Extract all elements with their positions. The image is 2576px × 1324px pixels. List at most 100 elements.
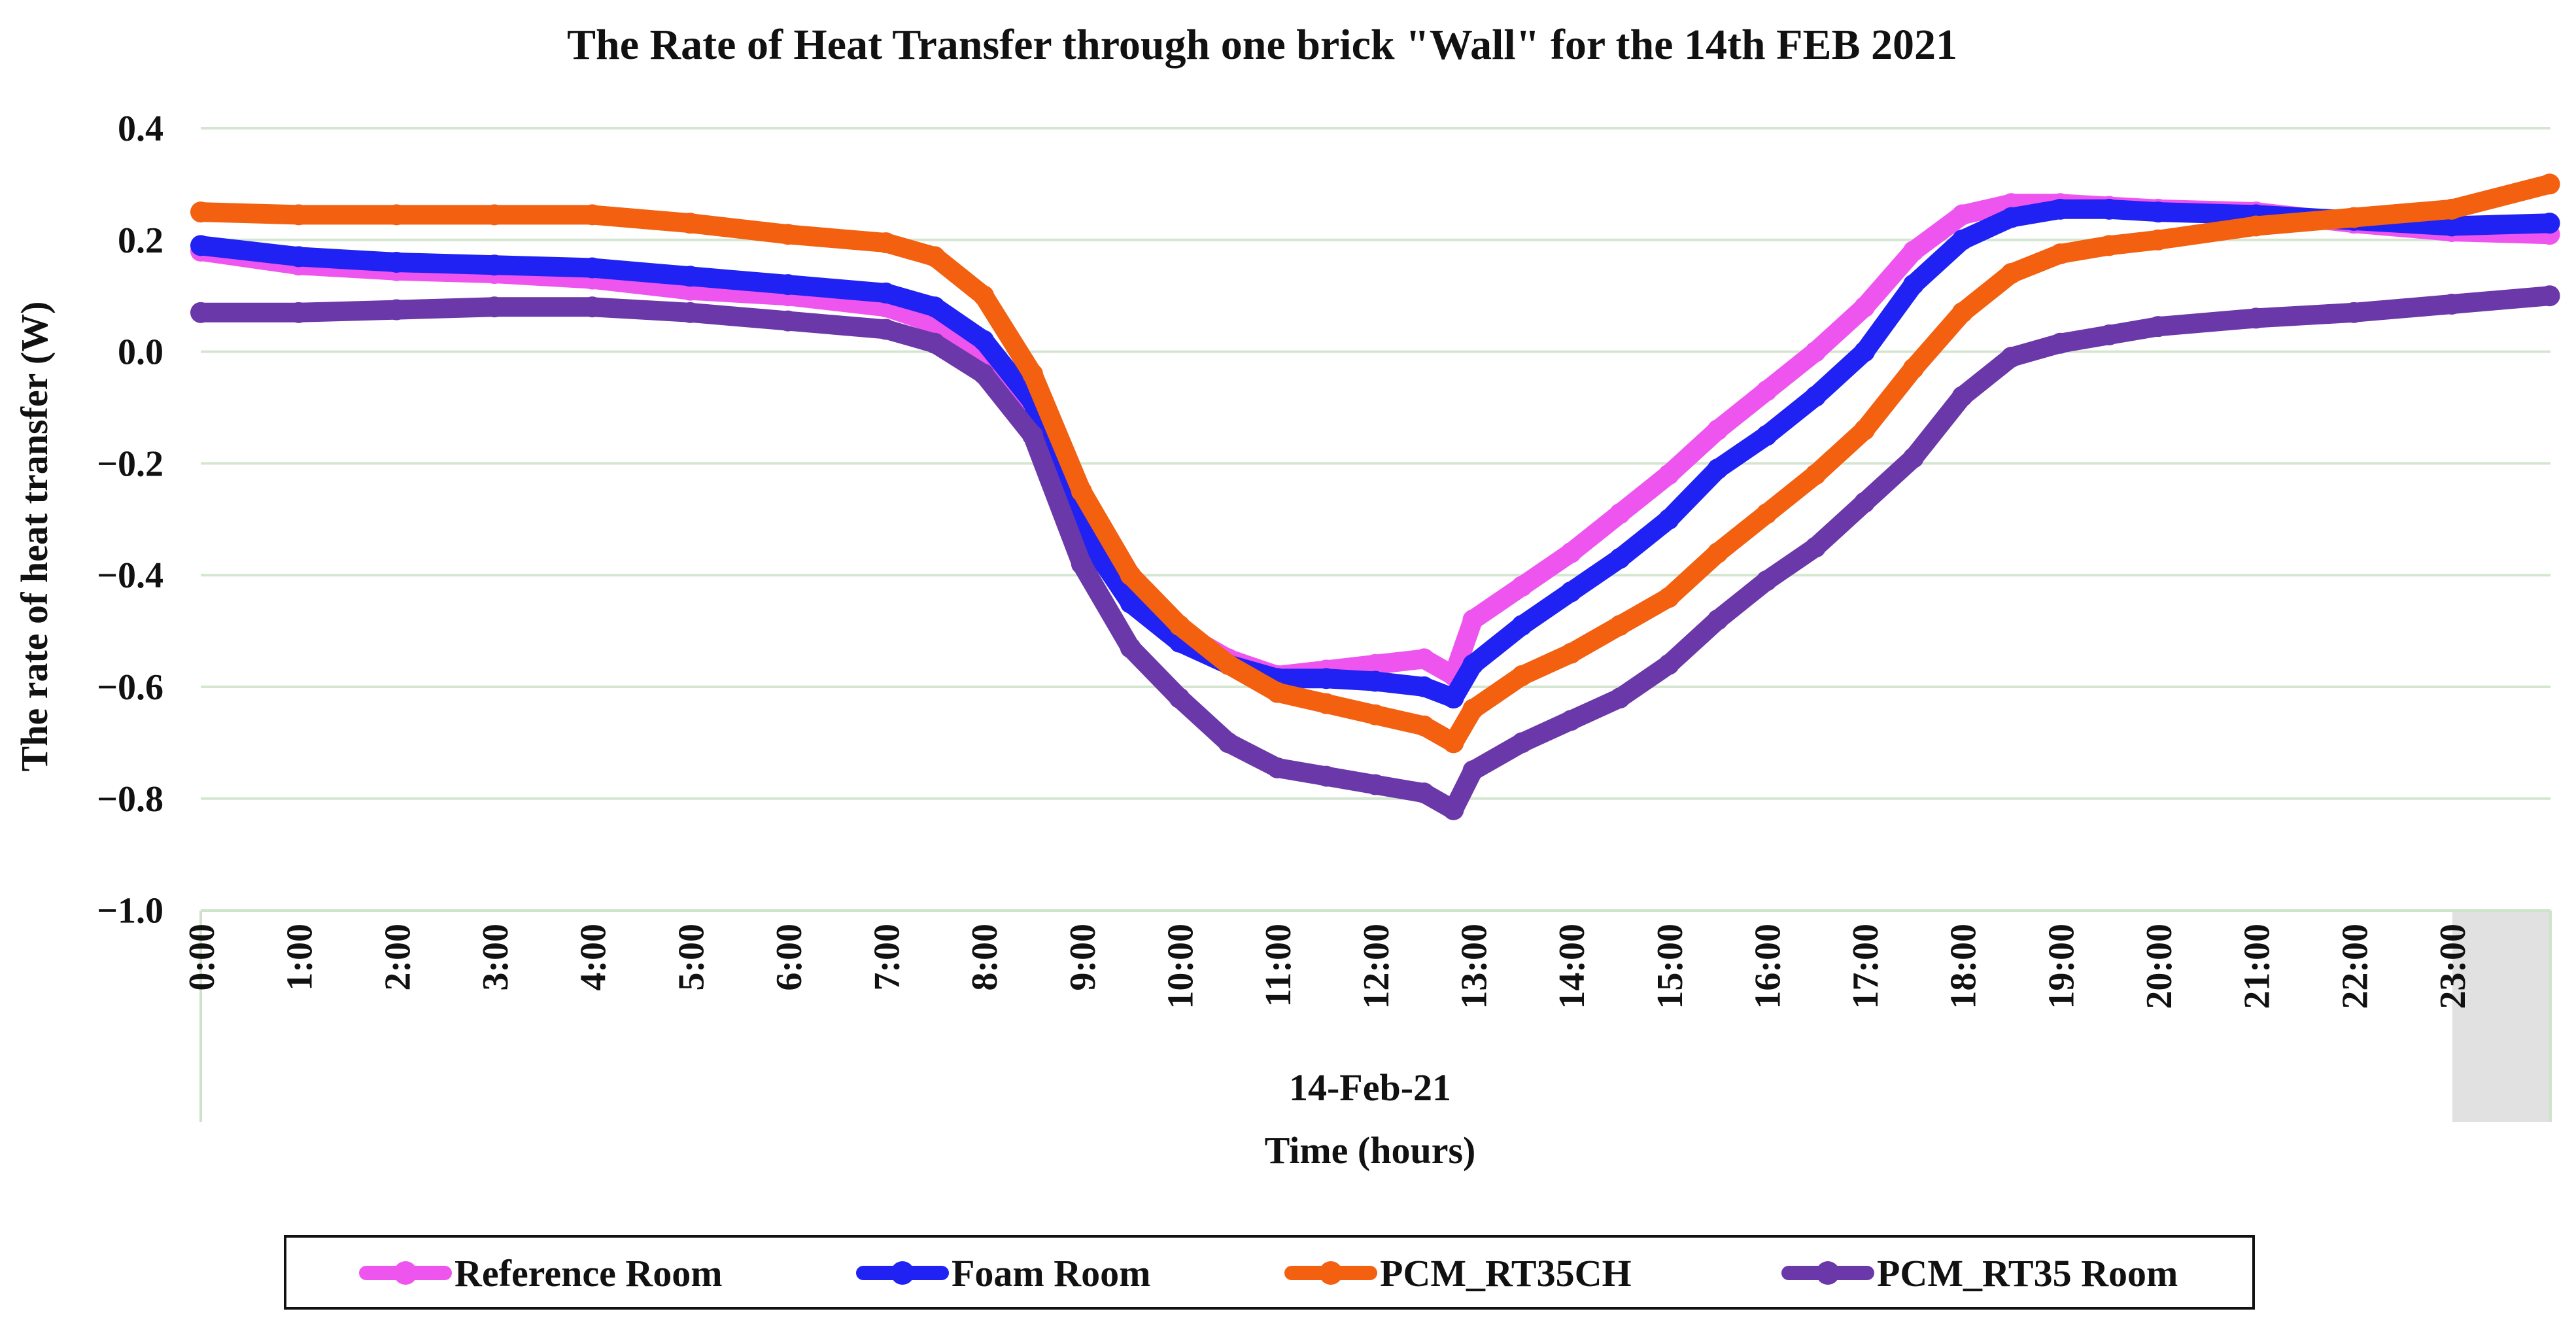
data-point bbox=[2539, 285, 2560, 307]
data-point bbox=[1658, 464, 1679, 485]
x-tick-label: 11:00 bbox=[1258, 924, 1299, 1007]
data-point bbox=[483, 204, 505, 226]
data-point bbox=[1462, 760, 1484, 782]
data-point bbox=[924, 296, 946, 318]
x-tick-label: 1:00 bbox=[280, 924, 320, 991]
data-point bbox=[1169, 688, 1190, 709]
y-tick-label: 0.0 bbox=[118, 332, 163, 373]
data-point bbox=[1413, 648, 1435, 670]
y-tick-label: −0.2 bbox=[97, 444, 163, 484]
data-point bbox=[1511, 576, 1533, 597]
x-tick-label: 18:00 bbox=[1944, 924, 1984, 1009]
data-point bbox=[1756, 380, 1777, 402]
y-tick-label: 0.2 bbox=[118, 220, 163, 261]
x-tick-label: 12:00 bbox=[1356, 924, 1397, 1009]
legend-marker bbox=[394, 1261, 417, 1285]
data-point bbox=[1071, 481, 1092, 502]
data-point bbox=[1609, 548, 1630, 569]
data-point bbox=[1560, 642, 1582, 664]
data-point bbox=[1315, 693, 1337, 714]
data-point bbox=[2050, 243, 2071, 265]
data-point bbox=[2001, 347, 2022, 368]
series-line bbox=[191, 286, 2560, 820]
data-point bbox=[2050, 198, 2071, 220]
data-point bbox=[1511, 732, 1533, 754]
data-point bbox=[2099, 324, 2120, 345]
x-tick-label: 7:00 bbox=[867, 924, 908, 991]
legend-label: PCM_RT35CH bbox=[1380, 1252, 1632, 1295]
data-point bbox=[190, 235, 211, 256]
data-point bbox=[679, 302, 701, 323]
data-point bbox=[1560, 710, 1582, 731]
data-point bbox=[386, 204, 407, 226]
series-lines bbox=[190, 173, 2560, 820]
data-point bbox=[386, 299, 407, 321]
x-tick-label: 5:00 bbox=[671, 924, 712, 991]
data-point bbox=[1854, 492, 1876, 514]
x-tick-label: 19:00 bbox=[2041, 924, 2082, 1009]
data-point bbox=[1413, 676, 1435, 697]
data-point bbox=[2539, 213, 2560, 234]
data-point bbox=[2148, 229, 2169, 251]
data-point bbox=[2148, 316, 2169, 338]
data-point bbox=[190, 302, 211, 323]
data-point bbox=[1443, 799, 1464, 820]
legend-label: Foam Room bbox=[952, 1252, 1150, 1295]
data-point bbox=[1854, 296, 1876, 318]
data-point bbox=[875, 232, 897, 254]
data-point bbox=[1267, 757, 1288, 778]
data-point bbox=[1707, 458, 1728, 479]
legend-marker bbox=[1816, 1261, 1840, 1285]
x-tick-label: 2:00 bbox=[377, 924, 418, 991]
data-point bbox=[777, 310, 799, 332]
x-tick-label: 8:00 bbox=[965, 924, 1005, 991]
x-tick-label: 22:00 bbox=[2335, 924, 2375, 1009]
data-point bbox=[1364, 671, 1386, 692]
data-point bbox=[1805, 536, 1827, 558]
x-tick-label: 13:00 bbox=[1454, 924, 1494, 1009]
data-point bbox=[1022, 363, 1044, 385]
data-point bbox=[1462, 653, 1484, 675]
data-point bbox=[1169, 615, 1190, 636]
data-point bbox=[1511, 665, 1533, 686]
data-point bbox=[777, 224, 799, 245]
data-point bbox=[2001, 263, 2022, 285]
data-point bbox=[2245, 215, 2267, 237]
x-tick-label: 21:00 bbox=[2237, 924, 2278, 1009]
y-tick-label: −0.8 bbox=[97, 779, 163, 820]
data-point bbox=[777, 274, 799, 296]
data-point bbox=[1413, 715, 1435, 737]
data-point bbox=[1756, 503, 1777, 525]
data-point bbox=[1854, 419, 1876, 441]
data-point bbox=[1218, 653, 1239, 675]
data-point bbox=[2050, 332, 2071, 354]
data-point bbox=[1902, 240, 1924, 262]
data-point bbox=[1756, 425, 1777, 446]
data-point bbox=[1120, 637, 1141, 659]
data-point bbox=[1120, 592, 1141, 614]
x-tick-label: 6:00 bbox=[769, 924, 810, 991]
data-point bbox=[1443, 732, 1464, 754]
chart-title: The Rate of Heat Transfer through one br… bbox=[567, 21, 1957, 69]
data-point bbox=[973, 363, 995, 385]
data-point bbox=[1364, 774, 1386, 795]
data-point bbox=[679, 266, 701, 287]
y-tick-label: −0.4 bbox=[97, 555, 163, 596]
data-point bbox=[1756, 570, 1777, 591]
data-point bbox=[1805, 341, 1827, 362]
y-tick-label: 0.4 bbox=[118, 109, 163, 149]
data-point bbox=[1854, 341, 1876, 362]
data-point bbox=[1951, 302, 1973, 323]
x-tick-label: 4:00 bbox=[574, 924, 614, 991]
data-point bbox=[924, 246, 946, 268]
data-point bbox=[1364, 704, 1386, 725]
y-axis-label: The rate of heat transfer (W) bbox=[13, 302, 56, 772]
data-point bbox=[924, 332, 946, 354]
legend-label: PCM_RT35 Room bbox=[1877, 1252, 2178, 1295]
data-point bbox=[483, 296, 505, 318]
data-point bbox=[1560, 581, 1582, 602]
x-tick-label: 3:00 bbox=[475, 924, 516, 991]
data-point bbox=[288, 246, 309, 268]
data-point bbox=[1022, 425, 1044, 446]
